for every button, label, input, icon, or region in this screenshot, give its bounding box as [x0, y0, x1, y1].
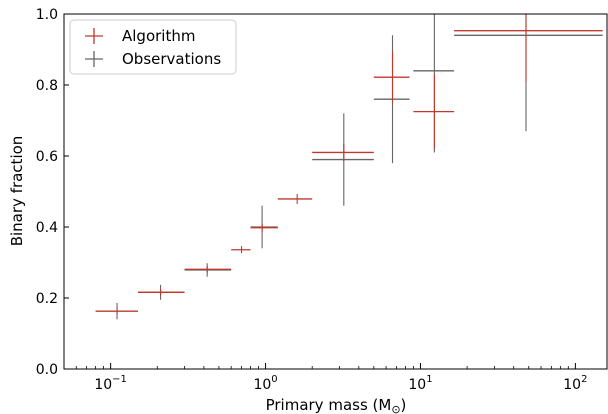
data-point-algorithm [184, 266, 232, 273]
legend-label-observations: Observations [122, 50, 221, 68]
x-tick-label: 100 [253, 374, 277, 393]
data-point-algorithm [95, 308, 138, 314]
x-axis-title: Primary mass (M⊙) [266, 396, 407, 414]
data-point-algorithm [454, 14, 603, 82]
data-point-algorithm [277, 193, 313, 204]
y-tick-label: 1.0 [36, 7, 58, 23]
data-point-algorithm [312, 143, 374, 162]
data-point-observations [413, 14, 455, 153]
y-axis-title: Binary fraction [8, 136, 26, 247]
y-axis: 0.0 0.2 0.4 0.6 0.8 1.0 [36, 7, 69, 378]
y-tick-label: 0.2 [36, 291, 58, 307]
y-tick-label: 0.4 [36, 220, 58, 236]
data-point-observations [250, 205, 278, 249]
data-point-observations [312, 113, 374, 206]
legend-marker-observations [85, 51, 103, 67]
x-tick-label: 101 [408, 374, 432, 393]
data-point-algorithm [413, 74, 455, 149]
x-tick-label: 10−1 [94, 374, 127, 393]
legend-frame [69, 19, 237, 75]
data-point-observations [184, 263, 232, 277]
plot-frame [63, 13, 608, 370]
data-point-algorithm [373, 51, 410, 103]
y-tick-label: 0.0 [36, 362, 58, 378]
data-point-observations [373, 35, 410, 164]
y-tick-label: 0.6 [36, 149, 58, 165]
data-point-algorithm [250, 223, 278, 232]
x-tick-label: 102 [563, 374, 587, 393]
legend-label-algorithm: Algorithm [122, 27, 195, 45]
legend-marker-algorithm [85, 28, 103, 44]
data-point-algorithm [231, 246, 251, 254]
data-point-algorithm [137, 289, 185, 296]
y-tick-label: 0.8 [36, 78, 58, 94]
series-algorithm [95, 14, 603, 314]
legend: Algorithm Observations [69, 19, 237, 75]
data-point-observations [454, 14, 603, 132]
x-axis: 10−1 100 101 102 [63, 363, 587, 393]
plot-series [95, 14, 603, 320]
